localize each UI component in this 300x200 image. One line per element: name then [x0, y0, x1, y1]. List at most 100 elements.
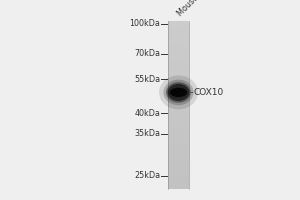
- Bar: [168, 80, 189, 81]
- Bar: [168, 182, 189, 183]
- Text: 55kDa: 55kDa: [134, 75, 160, 84]
- Bar: [168, 38, 189, 39]
- Bar: [168, 49, 189, 50]
- Bar: [168, 159, 189, 161]
- Bar: [168, 56, 189, 57]
- Bar: [168, 102, 189, 104]
- Bar: [168, 152, 189, 154]
- Bar: [168, 45, 189, 46]
- Bar: [168, 42, 189, 43]
- Bar: [168, 96, 189, 98]
- Bar: [168, 66, 189, 67]
- Bar: [168, 74, 189, 76]
- Bar: [168, 147, 189, 148]
- Bar: [168, 122, 189, 123]
- Bar: [168, 151, 189, 153]
- Bar: [168, 70, 189, 71]
- Text: Mouse esophagus: Mouse esophagus: [175, 0, 232, 18]
- Bar: [168, 46, 189, 48]
- Bar: [168, 35, 189, 36]
- Bar: [168, 106, 189, 108]
- Bar: [168, 59, 189, 60]
- Bar: [168, 154, 189, 155]
- Bar: [168, 52, 189, 53]
- Bar: [168, 60, 189, 62]
- Bar: [168, 64, 189, 66]
- Bar: [168, 92, 189, 94]
- Bar: [168, 24, 189, 25]
- Bar: [168, 98, 189, 99]
- Bar: [168, 47, 189, 49]
- Bar: [168, 68, 189, 70]
- Bar: [168, 110, 189, 112]
- Bar: [168, 134, 189, 136]
- Bar: [168, 168, 189, 169]
- Bar: [168, 36, 189, 38]
- Bar: [168, 43, 189, 45]
- Text: 25kDa: 25kDa: [134, 171, 160, 180]
- Bar: [168, 150, 189, 151]
- Bar: [168, 50, 189, 52]
- Bar: [168, 61, 189, 63]
- Text: 35kDa: 35kDa: [134, 130, 160, 138]
- Bar: [168, 54, 189, 56]
- Bar: [168, 82, 189, 84]
- Bar: [168, 53, 189, 55]
- Bar: [168, 26, 189, 28]
- Bar: [168, 186, 189, 188]
- Bar: [168, 180, 189, 182]
- Bar: [168, 187, 189, 189]
- Text: 40kDa: 40kDa: [134, 108, 160, 117]
- Bar: [168, 113, 189, 115]
- Bar: [168, 169, 189, 171]
- Ellipse shape: [164, 80, 194, 105]
- Bar: [168, 29, 189, 31]
- Bar: [168, 162, 189, 164]
- Bar: [168, 136, 189, 137]
- Bar: [168, 73, 189, 74]
- Bar: [168, 120, 189, 122]
- Bar: [168, 155, 189, 157]
- Bar: [168, 127, 189, 129]
- Bar: [168, 179, 189, 181]
- Bar: [168, 131, 189, 133]
- Bar: [168, 84, 189, 85]
- Bar: [168, 115, 189, 116]
- Bar: [168, 172, 189, 174]
- Bar: [168, 161, 189, 162]
- Text: 100kDa: 100kDa: [129, 19, 160, 28]
- Bar: [168, 95, 189, 97]
- Bar: [168, 145, 189, 147]
- Bar: [168, 21, 189, 22]
- Bar: [168, 101, 189, 102]
- Bar: [168, 133, 189, 134]
- Bar: [168, 164, 189, 165]
- Bar: [168, 103, 189, 105]
- Bar: [168, 178, 189, 179]
- Bar: [168, 143, 189, 144]
- Bar: [168, 31, 189, 32]
- Bar: [168, 129, 189, 130]
- Ellipse shape: [166, 82, 191, 103]
- Bar: [168, 158, 189, 160]
- Bar: [168, 119, 189, 120]
- Bar: [168, 33, 189, 35]
- Bar: [168, 183, 189, 185]
- Bar: [168, 165, 189, 167]
- Bar: [168, 140, 189, 141]
- Bar: [168, 57, 189, 59]
- Bar: [168, 99, 189, 101]
- Bar: [168, 105, 189, 106]
- Ellipse shape: [168, 84, 189, 101]
- Bar: [168, 87, 189, 88]
- Bar: [168, 116, 189, 118]
- Bar: [168, 94, 189, 95]
- Bar: [168, 71, 189, 73]
- Bar: [168, 81, 189, 83]
- Bar: [168, 85, 189, 87]
- Bar: [168, 40, 189, 42]
- Bar: [168, 148, 189, 150]
- Bar: [168, 77, 189, 78]
- Bar: [168, 117, 189, 119]
- Bar: [168, 173, 189, 175]
